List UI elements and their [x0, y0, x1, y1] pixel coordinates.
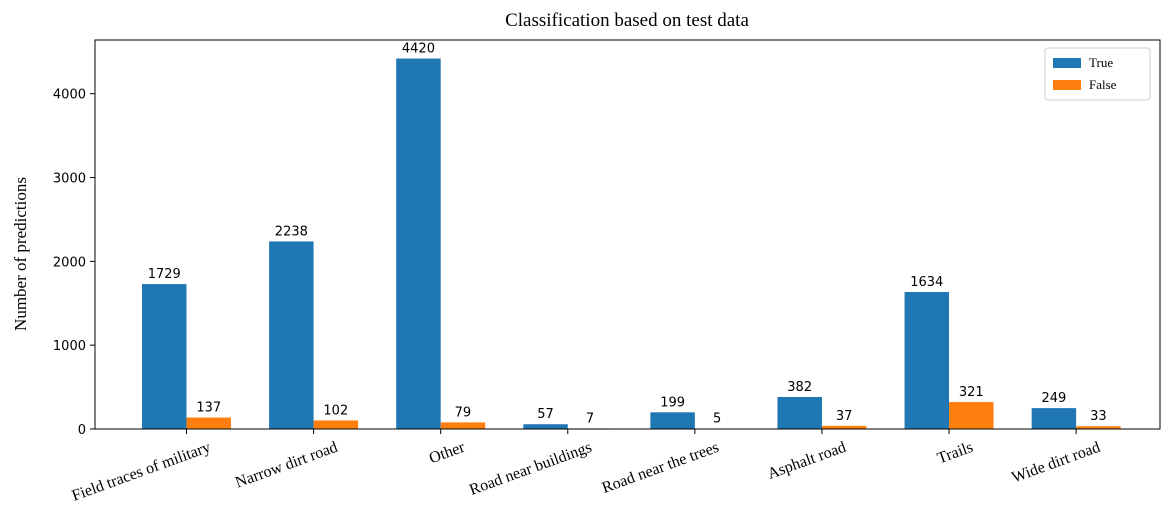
x-tick-label: Road near the trees — [600, 439, 721, 497]
data-label: 137 — [196, 401, 221, 416]
y-tick-label: 4000 — [53, 88, 86, 103]
x-tick-label: Other — [427, 439, 468, 468]
data-label: 1729 — [148, 267, 181, 282]
legend-swatch — [1053, 80, 1081, 90]
bar — [1076, 426, 1121, 429]
data-label: 199 — [660, 395, 685, 410]
legend-label: False — [1089, 77, 1117, 92]
data-label: 79 — [455, 405, 472, 420]
x-tick-label: Road near buildings — [467, 439, 594, 499]
data-label: 1634 — [910, 275, 943, 290]
bar — [777, 396, 822, 429]
bar — [523, 424, 568, 429]
bar — [650, 412, 695, 429]
x-tick-label: Narrow dirt road — [233, 439, 340, 492]
chart-title: Classification based on test data — [505, 10, 749, 31]
data-label: 321 — [959, 385, 984, 400]
bar — [396, 58, 441, 430]
data-label: 5 — [713, 412, 721, 427]
bar — [1031, 408, 1077, 429]
x-tick-label: Asphalt road — [765, 439, 848, 483]
data-label: 102 — [323, 403, 348, 418]
y-tick-label: 1000 — [53, 339, 86, 354]
bar — [440, 422, 486, 429]
bar — [186, 417, 231, 429]
data-label: 382 — [787, 380, 812, 395]
data-label: 37 — [836, 409, 853, 424]
bar — [821, 425, 867, 429]
x-tick-label: Trails — [935, 439, 975, 468]
bar — [269, 241, 314, 429]
x-tick-label: Field traces of military — [70, 439, 213, 505]
y-tick-label: 2000 — [53, 255, 86, 270]
data-label: 249 — [1041, 391, 1066, 406]
legend-label: True — [1089, 55, 1113, 70]
y-axis-label: Number of predictions — [11, 177, 30, 331]
bar — [949, 402, 994, 429]
bar — [904, 292, 950, 429]
bar — [313, 420, 359, 429]
data-label: 2238 — [275, 224, 308, 239]
data-label: 4420 — [402, 42, 435, 57]
plot-frame — [94, 39, 1161, 430]
bar — [142, 284, 187, 429]
data-label: 33 — [1090, 409, 1107, 424]
data-label: 7 — [586, 411, 594, 426]
data-label: 57 — [537, 407, 554, 422]
legend-swatch — [1053, 58, 1081, 68]
y-tick-label: 0 — [78, 423, 86, 438]
x-tick-label: Wide dirt road — [1010, 439, 1103, 487]
y-tick-label: 3000 — [53, 172, 86, 187]
